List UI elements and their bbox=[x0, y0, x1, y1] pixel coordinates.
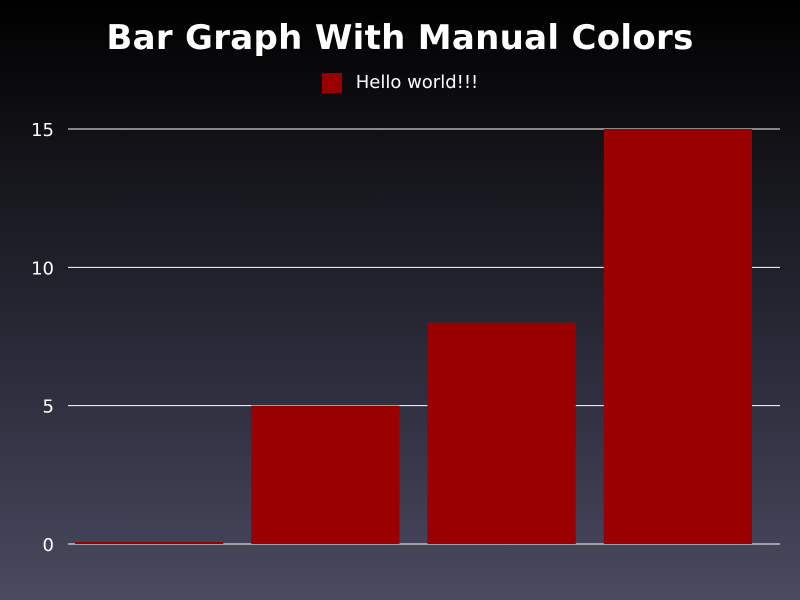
bar-2 bbox=[427, 322, 576, 544]
legend-label: Hello world!!! bbox=[355, 72, 479, 93]
bar-3 bbox=[603, 129, 752, 544]
legend-swatch bbox=[321, 72, 342, 93]
y-tick-label-0: 0 bbox=[43, 535, 54, 556]
legend: Hello world!!! bbox=[0, 72, 800, 93]
y-tick-label-1: 5 bbox=[43, 397, 54, 418]
bars bbox=[75, 129, 752, 544]
y-tick-label-2: 10 bbox=[31, 258, 54, 279]
y-tick-label-3: 15 bbox=[31, 120, 54, 141]
bar-0 bbox=[75, 542, 224, 544]
bar-1 bbox=[251, 405, 400, 544]
y-axis-ticks: 0 5 10 15 bbox=[31, 120, 54, 556]
chart-title: Bar Graph With Manual Colors bbox=[106, 18, 694, 58]
